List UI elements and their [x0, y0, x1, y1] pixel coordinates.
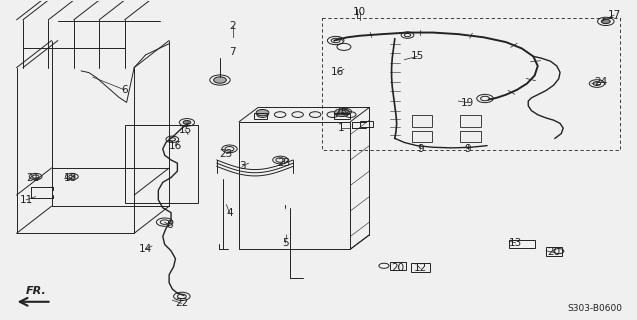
Bar [546, 247, 562, 256]
Bar [412, 131, 433, 142]
Bar [461, 131, 480, 142]
Circle shape [601, 19, 610, 24]
Circle shape [334, 109, 350, 116]
Text: 21: 21 [26, 172, 39, 182]
Bar [509, 240, 534, 248]
Text: 18: 18 [64, 172, 77, 182]
Text: 9: 9 [464, 144, 471, 154]
Bar [334, 113, 350, 119]
Text: 23: 23 [277, 158, 290, 168]
Bar [411, 263, 430, 272]
Text: 3: 3 [239, 161, 245, 172]
Text: 16: 16 [331, 68, 344, 77]
Text: 9: 9 [417, 144, 424, 154]
Text: 10: 10 [354, 7, 366, 17]
Circle shape [183, 121, 190, 124]
Bar [239, 122, 350, 249]
Bar [254, 113, 267, 119]
Text: 14: 14 [139, 244, 152, 254]
Text: 15: 15 [178, 125, 192, 135]
Text: 23: 23 [220, 148, 233, 159]
Circle shape [256, 109, 269, 116]
Circle shape [213, 77, 226, 83]
Text: 13: 13 [509, 238, 522, 248]
Bar [412, 116, 433, 127]
Text: 6: 6 [121, 85, 128, 95]
Text: 15: 15 [410, 52, 424, 61]
Text: 20: 20 [547, 247, 560, 257]
Text: 7: 7 [229, 47, 236, 57]
Text: FR.: FR. [25, 286, 46, 296]
Bar [390, 262, 406, 270]
Text: 17: 17 [608, 10, 620, 20]
Text: 20: 20 [391, 263, 404, 273]
Bar [461, 116, 480, 127]
Text: 5: 5 [282, 238, 289, 248]
Text: S303-B0600: S303-B0600 [568, 304, 622, 313]
Bar [360, 121, 373, 126]
Text: 24: 24 [595, 77, 608, 87]
Text: 1: 1 [338, 123, 344, 133]
Text: 25: 25 [334, 107, 347, 117]
Text: 22: 22 [175, 298, 189, 308]
Text: 4: 4 [226, 208, 233, 218]
Bar [125, 125, 197, 203]
Text: 12: 12 [413, 263, 427, 273]
Text: 2: 2 [229, 21, 236, 31]
Text: 11: 11 [20, 195, 32, 205]
Text: 19: 19 [461, 98, 475, 108]
Text: 16: 16 [169, 141, 182, 151]
Text: 8: 8 [166, 220, 173, 230]
